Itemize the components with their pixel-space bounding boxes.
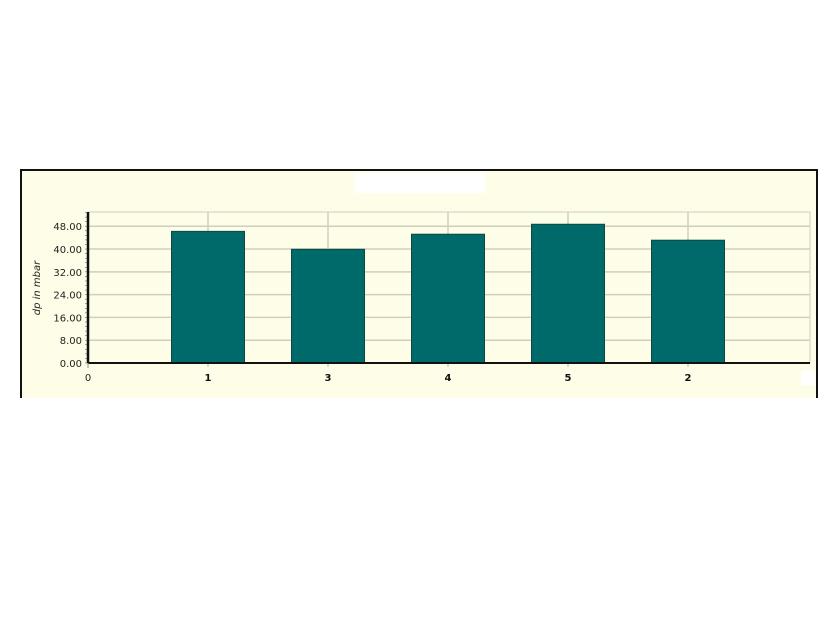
corner-box — [801, 371, 815, 385]
x-tick-label: 3 — [325, 373, 332, 384]
bar — [411, 233, 485, 364]
x-tick-label: 4 — [445, 373, 452, 384]
x-origin-label: 0 — [85, 373, 91, 384]
y-tick-label: 24.00 — [53, 291, 82, 302]
y-tick-label: 32.00 — [53, 268, 82, 279]
x-tick-label: 5 — [565, 373, 572, 384]
x-tick-label: 1 — [205, 373, 212, 384]
y-axis-label: dp in mbar — [32, 260, 43, 315]
x-tick-label: 2 — [685, 373, 692, 384]
y-tick-label: 0.00 — [60, 359, 82, 370]
bar — [651, 239, 725, 364]
y-tick-label: 16.00 — [53, 313, 82, 324]
bar — [531, 223, 605, 364]
bar — [291, 248, 365, 364]
bar — [171, 230, 245, 364]
chart-title — [355, 173, 485, 193]
y-tick-label: 48.00 — [53, 222, 82, 233]
y-tick-label: 8.00 — [60, 336, 82, 347]
y-tick-label: 40.00 — [53, 245, 82, 256]
